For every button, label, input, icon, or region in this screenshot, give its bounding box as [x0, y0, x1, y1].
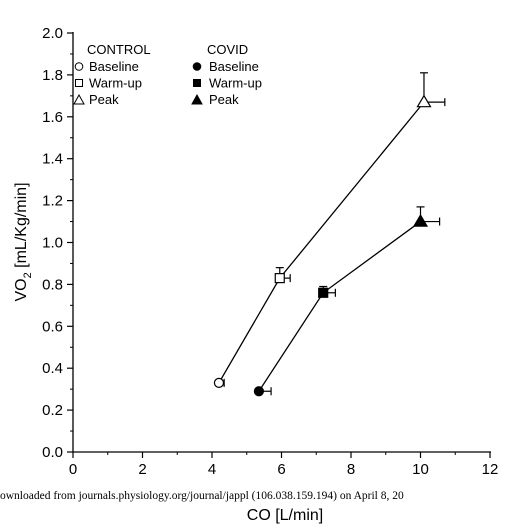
y-axis-label-subscript: 2 — [22, 272, 34, 278]
legend-control-warm-up-marker — [75, 79, 83, 87]
y-tick-label: 0.4 — [42, 360, 63, 377]
control-series-line — [218, 101, 425, 384]
y-tick-label: 0.6 — [42, 318, 63, 335]
y-tick-label: 2.0 — [42, 25, 63, 42]
control-peak-point — [416, 94, 432, 108]
y-tick-label: 0.0 — [42, 444, 63, 461]
x-tick-label: 8 — [347, 461, 355, 478]
control-warm-up-point — [274, 273, 285, 284]
legend-control-baseline-marker — [74, 62, 84, 71]
control-baseline-point — [213, 377, 225, 388]
covid-baseline-point — [253, 386, 265, 397]
y-axis-label: VO2 [mL/Kg/min] — [13, 182, 34, 301]
y-tick-label: 0.2 — [42, 402, 63, 419]
y-tick-label: 0.8 — [42, 276, 63, 293]
legend-covid-peak-label: Peak — [209, 92, 239, 107]
legend-covid-peak-marker — [191, 93, 203, 105]
legend-control-peak-label: Peak — [89, 92, 119, 107]
legend: CONTROLBaselineWarm-upPeakCOVIDBaselineW… — [73, 42, 262, 107]
series-lines — [218, 101, 425, 392]
y-tick-label: 1.0 — [42, 235, 63, 252]
y-axis-label-main: VO — [13, 278, 30, 301]
x-axis-label: CO [L/min] — [247, 507, 323, 524]
legend-control-baseline-label: Baseline — [89, 59, 139, 74]
axes — [72, 32, 491, 453]
x-tick-label: 12 — [482, 461, 499, 478]
legend-group-title-covid: COVID — [207, 42, 248, 57]
legend-covid-warm-up-marker — [193, 79, 201, 87]
y-tick-label: 1.8 — [42, 67, 63, 84]
legend-covid-baseline-marker — [192, 62, 202, 71]
covid-warm-up-point — [318, 287, 329, 298]
y-tick-label: 1.2 — [42, 193, 63, 210]
x-tick-label: 10 — [412, 461, 429, 478]
x-tick-label: 6 — [277, 461, 285, 478]
tick-marks — [67, 32, 491, 458]
y-tick-label: 1.4 — [42, 151, 63, 168]
x-tick-label: 4 — [208, 461, 216, 478]
covid-peak-point — [412, 213, 429, 227]
y-tick-label: 1.6 — [42, 109, 63, 126]
error-bars — [214, 72, 446, 396]
legend-covid-warm-up-label: Warm-up — [209, 76, 262, 91]
legend-control-warm-up-label: Warm-up — [89, 76, 142, 91]
x-tick-label: 0 — [69, 461, 77, 478]
legend-group-title-control: CONTROL — [87, 42, 151, 57]
tick-labels: 0.0 0.2 0.4 0.6 0.8 1.0 1.2 1.4 1.6 1.8 2.0 0 2 4 6 8 10… — [42, 25, 498, 478]
legend-control-peak-marker — [73, 93, 85, 105]
download-watermark: ownloaded from journals.physiology.org/j… — [0, 490, 404, 502]
legend-covid-baseline-label: Baseline — [209, 59, 259, 74]
y-axis-label-unit: [mL/Kg/min] — [13, 182, 30, 272]
x-tick-label: 2 — [138, 461, 146, 478]
data-markers — [213, 94, 432, 397]
covid-series-line — [258, 221, 421, 392]
